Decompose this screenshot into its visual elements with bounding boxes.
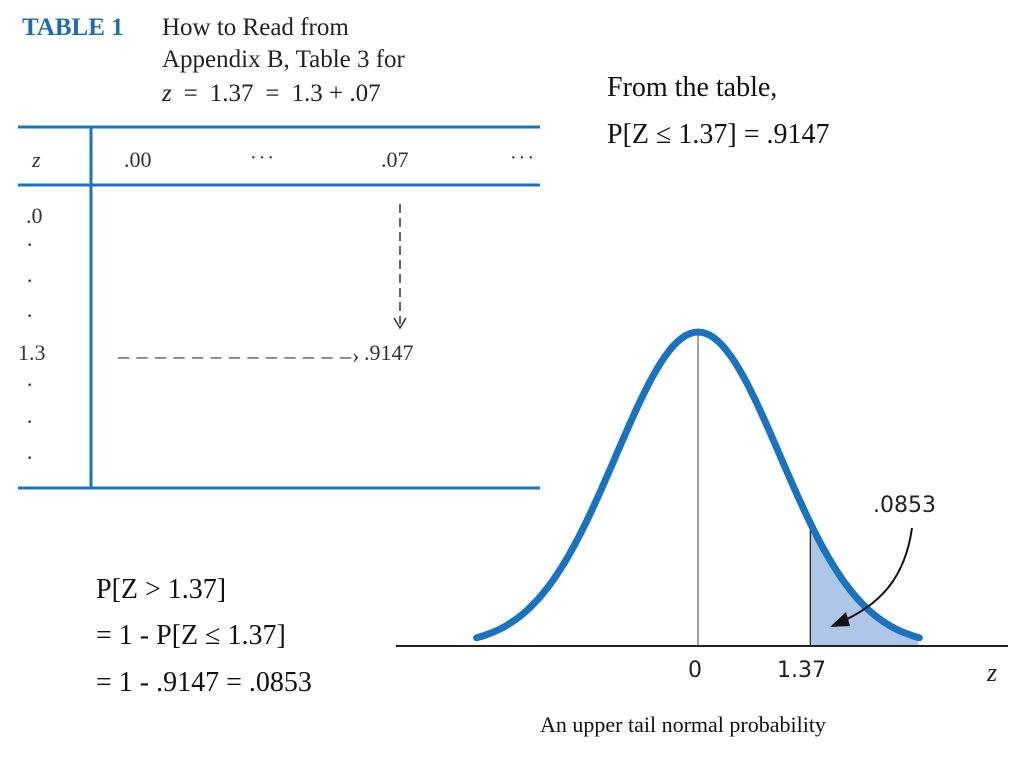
table-result-value: .9147	[364, 340, 414, 365]
equals-sign: =	[183, 80, 198, 107]
table-col-00: .00	[124, 147, 152, 172]
lookup-down-arrowhead	[393, 317, 407, 330]
table-header-z: z	[32, 147, 41, 172]
z-value: 1.37	[209, 80, 254, 107]
table-col-07: .07	[381, 147, 409, 172]
table-row-13: 1.3	[18, 340, 46, 365]
table-title-equation: z = 1.37 = 1.3 + .07	[162, 80, 381, 108]
calc-line-2: = 1 - P[Z ≤ 1.37]	[96, 620, 286, 651]
table-row-dot-6: ·	[26, 445, 34, 470]
axis-tick-137: 1.37	[777, 658, 826, 683]
table-col-ellipsis-2: ···	[510, 147, 536, 169]
table-row-dot-2: ·	[26, 268, 34, 293]
table-row-0: .0	[26, 203, 43, 228]
tail-pointer-arrowhead	[830, 612, 850, 627]
axis-variable-z: z	[987, 658, 998, 687]
table-note-line-2: P[Z ≤ 1.37] = .9147	[607, 119, 830, 150]
figure-caption: An upper tail normal probability	[540, 712, 826, 737]
normal-curve	[473, 328, 923, 642]
table-row-dot-3: ·	[26, 303, 34, 328]
tail-area-label: .0853	[873, 493, 936, 518]
z-variable: z	[162, 80, 172, 107]
table-row-dot-4: ·	[26, 372, 34, 397]
table-row-dot-1: ·	[26, 232, 34, 257]
calc-line-1: P[Z > 1.37]	[96, 574, 227, 605]
lookup-right-arrow: – – – – – – – – – – – – –›	[118, 343, 361, 368]
equals-sign-2: =	[265, 80, 280, 107]
table-col-ellipsis-1: ···	[250, 147, 276, 169]
table-title-line-1: How to Read from	[162, 14, 349, 41]
table-note-line-1: From the table,	[607, 72, 778, 103]
calc-line-3: = 1 - .9147 = .0853	[96, 667, 312, 698]
axis-tick-0: 0	[688, 658, 702, 683]
table-label: TABLE 1	[22, 14, 124, 41]
tail-pointer-arrow	[835, 527, 913, 625]
table-row-dot-5: ·	[26, 409, 34, 434]
upper-tail-area	[810, 523, 920, 646]
z-decomposition: 1.3 + .07	[291, 80, 381, 107]
table-title-line-2: Appendix B, Table 3 for	[162, 46, 405, 73]
